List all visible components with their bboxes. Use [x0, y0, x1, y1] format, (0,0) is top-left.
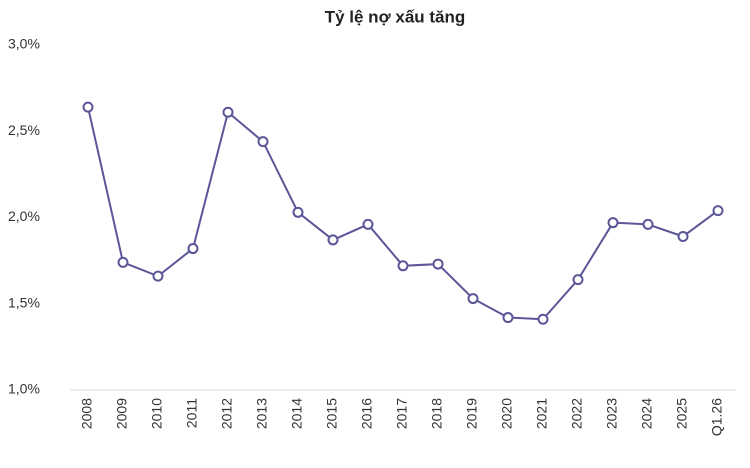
- x-tick-label: 2018: [429, 398, 445, 429]
- point: [362, 218, 374, 230]
- point: [152, 270, 164, 282]
- x-tick-label: 2021: [534, 398, 550, 429]
- point: [467, 293, 479, 305]
- point: [642, 218, 654, 230]
- x-tick-label: 2025: [674, 398, 690, 429]
- x-tick-label: 2008: [79, 398, 95, 429]
- x-tick-label: 2012: [219, 398, 235, 429]
- x-tick-label: 2024: [639, 398, 655, 429]
- series-line: [87, 106, 719, 321]
- point: [502, 312, 514, 324]
- x-tick-label: 2011: [184, 398, 200, 428]
- x-tick-label: 2009: [114, 398, 130, 429]
- x-tick-label: 2010: [149, 398, 165, 429]
- point: [257, 136, 269, 148]
- x-tick-label: 2019: [464, 398, 480, 429]
- point: [677, 230, 689, 242]
- point: [82, 101, 94, 113]
- point: [572, 274, 584, 286]
- point: [187, 243, 199, 255]
- x-tick-label: 2020: [499, 398, 515, 429]
- y-tick-label: 2,5%: [8, 122, 40, 138]
- y-tick-label: 1,5%: [8, 294, 40, 310]
- point: [327, 234, 339, 246]
- point: [397, 260, 409, 272]
- x-tick-label: 2022: [569, 398, 585, 429]
- x-tick-label: 2016: [359, 398, 375, 429]
- x-tick-label: 2014: [289, 398, 305, 429]
- x-tick-label: 2023: [604, 398, 620, 429]
- x-tick-label: 2015: [324, 398, 340, 429]
- x-tick-label: 2013: [254, 398, 270, 429]
- point: [607, 217, 619, 229]
- x-tick-label: Q1.26: [709, 398, 725, 436]
- point: [292, 206, 304, 218]
- point: [117, 256, 129, 268]
- chart-title: Tỷ lệ nợ xấu tăng: [325, 7, 466, 26]
- point: [537, 313, 549, 325]
- point: [432, 258, 444, 270]
- y-tick-label: 1,0%: [8, 381, 40, 397]
- y-tick-label: 3,0%: [8, 36, 40, 52]
- x-tick-label: 2017: [394, 398, 410, 429]
- point: [712, 205, 724, 217]
- y-tick-label: 2,0%: [8, 208, 40, 224]
- point: [222, 106, 234, 118]
